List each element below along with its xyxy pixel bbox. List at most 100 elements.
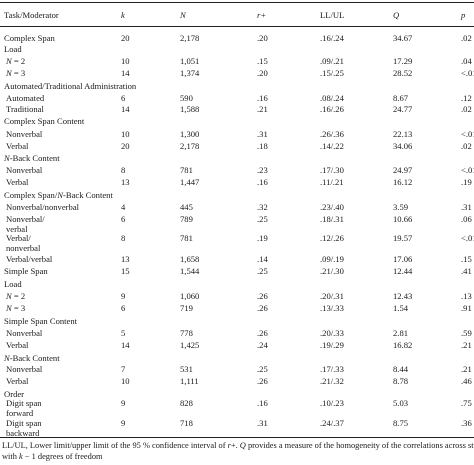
cell-n: 828 xyxy=(180,398,193,408)
cell-ll-ul: .17/.33 xyxy=(320,364,344,374)
cell-k: 6 xyxy=(121,214,126,224)
cell-ll-ul: .26/.36 xyxy=(320,129,344,139)
row-label: Nonverbal/nonverbal xyxy=(6,202,80,212)
cell-r-plus: .20 xyxy=(257,33,268,43)
cell-k: 14 xyxy=(121,104,130,114)
row-label: Verbal xyxy=(6,376,29,386)
cell-r-plus: .20 xyxy=(257,68,268,78)
row-label: N = 3 xyxy=(6,68,26,78)
row-label: Simple Span xyxy=(4,266,48,276)
cell-p: .19 xyxy=(461,177,472,187)
header-p: p xyxy=(461,10,466,20)
row-label: Verbal xyxy=(6,340,29,350)
row-label-continued: nonverbal xyxy=(6,243,41,253)
table-footnote-line2: with k − 1 degrees of freedom xyxy=(2,452,103,461)
cell-r-plus: .31 xyxy=(257,129,268,139)
cell-q: 22.13 xyxy=(393,129,413,139)
cell-r-plus: .14 xyxy=(257,254,268,264)
cell-ll-ul: .21/.32 xyxy=(320,376,344,386)
cell-k: 10 xyxy=(121,56,130,66)
cell-k: 6 xyxy=(121,303,126,313)
cell-p: .04 xyxy=(461,56,472,66)
cell-r-plus: .25 xyxy=(257,266,268,276)
row-label-continued: verbal xyxy=(6,224,28,234)
cell-n: 1,544 xyxy=(180,266,200,276)
row-label: Nonverbal/ xyxy=(6,214,45,224)
cell-ll-ul: .16/.26 xyxy=(320,104,344,114)
row-label: Complex Span xyxy=(4,33,55,43)
cell-k: 13 xyxy=(121,254,130,264)
cell-p: .59 xyxy=(461,328,472,338)
header-r-plus: r+ xyxy=(257,10,267,20)
cell-q: 1.54 xyxy=(393,303,409,313)
cell-q: 17.06 xyxy=(393,254,413,264)
cell-r-plus: .21 xyxy=(257,104,268,114)
cell-n: 718 xyxy=(180,418,193,428)
row-label: Verbal/verbal xyxy=(6,254,53,264)
cell-ll-ul: .20/.33 xyxy=(320,328,344,338)
cell-p: <.01 xyxy=(461,165,474,175)
cell-k: 8 xyxy=(121,165,126,175)
section-label: N-Back Content xyxy=(4,153,60,163)
row-label: Verbal xyxy=(6,141,29,151)
section-label: Simple Span Content xyxy=(4,316,78,326)
cell-n: 2,178 xyxy=(180,33,200,43)
row-label: Nonverbal xyxy=(6,129,43,139)
cell-r-plus: .15 xyxy=(257,56,268,66)
table-header-rule xyxy=(0,26,474,27)
cell-n: 1,447 xyxy=(180,177,200,187)
cell-k: 9 xyxy=(121,291,126,301)
cell-k: 9 xyxy=(121,398,126,408)
row-label: Digit span xyxy=(6,418,42,428)
cell-p: .36 xyxy=(461,418,472,428)
row-label: Verbal/ xyxy=(6,233,31,243)
cell-r-plus: .31 xyxy=(257,418,268,428)
cell-q: 16.82 xyxy=(393,340,413,350)
cell-k: 5 xyxy=(121,328,126,338)
cell-q: 28.52 xyxy=(393,68,413,78)
cell-ll-ul: .20/.31 xyxy=(320,291,344,301)
table-bottom-rule xyxy=(0,437,474,438)
cell-p: <.01 xyxy=(461,233,474,243)
cell-k: 9 xyxy=(121,418,126,428)
cell-q: 8.78 xyxy=(393,376,409,386)
header-task-moderator: Task/Moderator xyxy=(4,10,59,20)
cell-ll-ul: .13/.33 xyxy=(320,303,344,313)
cell-k: 6 xyxy=(121,93,126,103)
row-label: N = 2 xyxy=(6,56,26,66)
cell-p: <.01 xyxy=(461,129,474,139)
cell-q: 8.44 xyxy=(393,364,409,374)
cell-n: 590 xyxy=(180,93,193,103)
cell-r-plus: .24 xyxy=(257,340,268,350)
cell-q: 12.43 xyxy=(393,291,413,301)
cell-q: 3.59 xyxy=(393,202,409,212)
cell-ll-ul: .09/.21 xyxy=(320,56,344,66)
header-ll-ul: LL/UL xyxy=(320,10,345,20)
cell-p: .02 xyxy=(461,104,472,114)
cell-r-plus: .26 xyxy=(257,303,268,313)
cell-q: 34.06 xyxy=(393,141,413,151)
section-label: Load xyxy=(4,279,22,289)
section-label: Load xyxy=(4,44,22,54)
cell-n: 789 xyxy=(180,214,193,224)
cell-n: 1,658 xyxy=(180,254,200,264)
cell-k: 20 xyxy=(121,33,130,43)
cell-ll-ul: .16/.24 xyxy=(320,33,344,43)
cell-p: .02 xyxy=(461,141,472,151)
cell-ll-ul: .15/.25 xyxy=(320,68,344,78)
cell-n: 1,300 xyxy=(180,129,200,139)
cell-r-plus: .23 xyxy=(257,165,268,175)
cell-q: 24.77 xyxy=(393,104,413,114)
cell-n: 781 xyxy=(180,165,193,175)
cell-p: .13 xyxy=(461,291,472,301)
cell-ll-ul: .14/.22 xyxy=(320,141,344,151)
cell-p: .02 xyxy=(461,33,472,43)
cell-n: 1,060 xyxy=(180,291,200,301)
cell-n: 1,374 xyxy=(180,68,200,78)
cell-n: 1,425 xyxy=(180,340,200,350)
cell-ll-ul: .10/.23 xyxy=(320,398,344,408)
cell-ll-ul: .17/.30 xyxy=(320,165,344,175)
cell-q: 19.57 xyxy=(393,233,413,243)
cell-n: 719 xyxy=(180,303,193,313)
cell-p: .21 xyxy=(461,364,472,374)
